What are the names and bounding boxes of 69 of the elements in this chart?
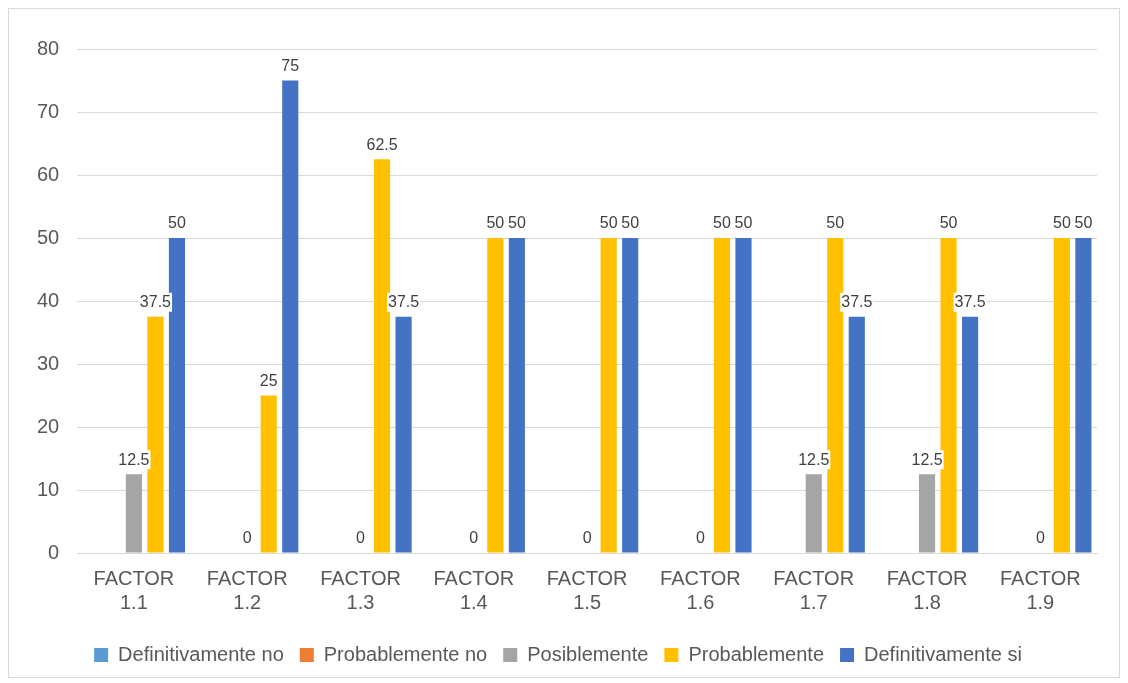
bar bbox=[147, 316, 164, 553]
x-tick-label: FACTOR 1.3 bbox=[320, 566, 401, 613]
data-label: 12.5 bbox=[798, 450, 830, 468]
y-tick-label: 80 bbox=[37, 36, 60, 59]
bar bbox=[282, 80, 299, 553]
data-label: 62.5 bbox=[366, 135, 398, 153]
x-tick-label: FACTOR 1.7 bbox=[773, 566, 855, 613]
bar bbox=[1053, 238, 1070, 553]
legend-label: Posiblemente bbox=[527, 642, 649, 665]
y-tick-label: 40 bbox=[37, 288, 60, 311]
y-tick-label: 70 bbox=[37, 99, 60, 122]
y-tick-label: 60 bbox=[37, 162, 60, 185]
data-label: 12.5 bbox=[911, 450, 943, 468]
data-label: 50 bbox=[713, 214, 731, 232]
bar bbox=[125, 474, 142, 553]
data-label: 37.5 bbox=[388, 293, 420, 311]
bar bbox=[962, 316, 979, 553]
legend-label: Definitivamente si bbox=[864, 642, 1022, 665]
bar bbox=[713, 238, 731, 553]
y-tick-label: 10 bbox=[37, 477, 60, 500]
bar bbox=[827, 238, 844, 553]
legend-label: Probablemente bbox=[688, 642, 825, 665]
y-tick-label: 50 bbox=[37, 225, 60, 248]
x-tick-label: FACTOR 1.4 bbox=[433, 566, 515, 613]
bar bbox=[735, 238, 752, 553]
data-label: 50 bbox=[939, 214, 958, 232]
y-tick-label: 30 bbox=[37, 351, 60, 374]
x-tick-label: FACTOR 1.2 bbox=[206, 566, 288, 613]
bar bbox=[600, 238, 617, 553]
legend-label: Probablemente no bbox=[323, 642, 488, 665]
bar bbox=[1075, 238, 1092, 553]
data-label: 50 bbox=[168, 214, 186, 232]
bar bbox=[940, 238, 957, 553]
data-label: 50 bbox=[621, 214, 640, 232]
data-label: 50 bbox=[1052, 214, 1071, 232]
data-label: 37.5 bbox=[841, 293, 873, 311]
x-tick-label: FACTOR 1.8 bbox=[886, 566, 968, 613]
bar bbox=[260, 395, 277, 553]
data-label: 50 bbox=[826, 214, 845, 232]
data-label: 0 bbox=[695, 529, 705, 547]
bar bbox=[487, 238, 504, 553]
data-label: 25 bbox=[259, 371, 278, 389]
data-label: 0 bbox=[1035, 529, 1045, 547]
data-label: 50 bbox=[507, 214, 526, 232]
data-label: 0 bbox=[469, 529, 479, 547]
bar bbox=[508, 238, 525, 553]
bar bbox=[805, 474, 822, 553]
bar bbox=[395, 316, 412, 553]
x-tick-label: FACTOR 1.5 bbox=[546, 566, 628, 613]
data-label: 50 bbox=[599, 214, 618, 232]
x-tick-label: FACTOR 1.1 bbox=[93, 566, 175, 613]
data-label: 37.5 bbox=[954, 293, 986, 311]
y-tick-label: 0 bbox=[48, 540, 60, 563]
bar bbox=[918, 474, 936, 553]
data-label: 0 bbox=[582, 529, 592, 547]
bar bbox=[622, 238, 639, 553]
bar bbox=[848, 316, 865, 553]
data-label: 50 bbox=[1074, 214, 1093, 232]
data-label: 12.5 bbox=[118, 450, 150, 468]
x-tick-label: FACTOR 1.6 bbox=[660, 566, 741, 613]
x-tick-label: FACTOR 1.9 bbox=[999, 566, 1081, 613]
legend-label: Definitivamente no bbox=[118, 642, 284, 665]
data-label: 50 bbox=[734, 214, 753, 232]
y-tick-label: 20 bbox=[37, 414, 60, 437]
data-label: 0 bbox=[242, 529, 252, 547]
data-label: 75 bbox=[281, 56, 300, 74]
data-label: 0 bbox=[356, 529, 366, 547]
data-label: 37.5 bbox=[139, 293, 172, 311]
data-label: 50 bbox=[486, 214, 505, 232]
